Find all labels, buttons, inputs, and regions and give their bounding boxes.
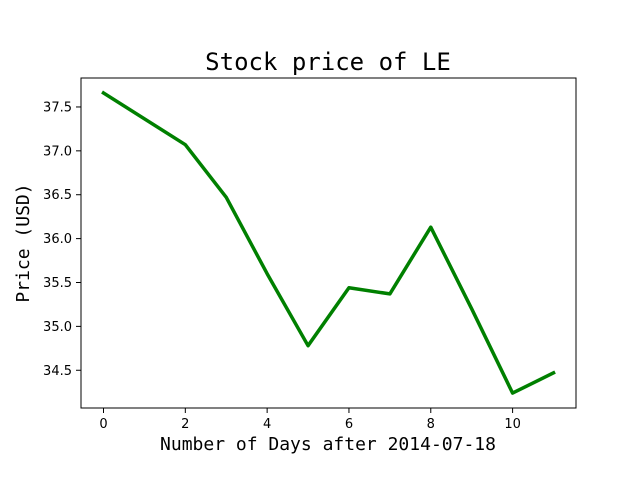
x-tick-label: 6 (345, 417, 353, 432)
x-tick-label: 0 (99, 417, 107, 432)
plot-area: 0 2 4 6 8 10 34.5 35.0 35.5 36.0 36.5 37.0 37.5 (43, 77, 577, 432)
x-tick-label: 4 (263, 417, 271, 432)
x-tick-label: 10 (504, 417, 521, 432)
x-tick-label: 8 (427, 417, 435, 432)
x-tick-label: 2 (181, 417, 189, 432)
y-tick-label: 34.5 (43, 364, 72, 379)
plot-frame (80, 77, 577, 409)
y-tick-label: 35.0 (43, 320, 72, 335)
chart-title: Stock price of LE (205, 48, 451, 76)
y-tick-label: 35.5 (43, 276, 72, 291)
series-line-0 (101, 90, 556, 395)
y-tick-label: 36.0 (43, 232, 72, 247)
y-tick-label: 37.5 (43, 100, 72, 115)
y-tick-label: 36.5 (43, 188, 72, 203)
y-axis-label: Price (USD) (13, 183, 34, 302)
y-tick-label: 37.0 (43, 144, 72, 159)
x-axis-label: Number of Days after 2014-07-18 (160, 434, 496, 455)
